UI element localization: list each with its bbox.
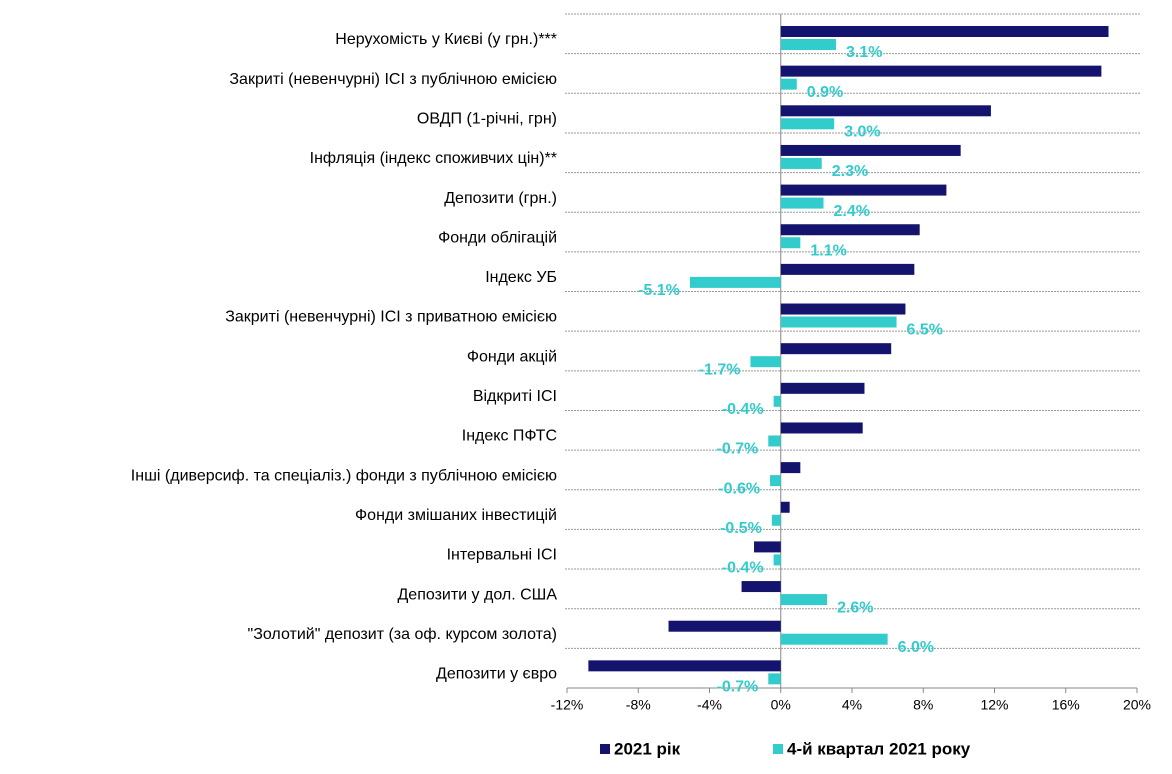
bar (768, 673, 781, 685)
category-label: Індекс ПФТС (462, 428, 557, 445)
category-label: Закриті (невенчурні) ІСІ з публічною емі… (229, 71, 557, 88)
bar (780, 39, 836, 50)
value-label: -0.7% (716, 679, 758, 696)
category-label: Депозити у дол. США (397, 586, 557, 603)
bar (780, 422, 863, 434)
bar (754, 541, 781, 553)
bar (780, 65, 1102, 77)
category-label: Інші (диверсиф. та спеціаліз.) фонди з п… (131, 467, 557, 484)
bar (741, 581, 781, 593)
x-tick-label: -12% (551, 697, 584, 713)
category-label: Інтервальні ІСІ (447, 547, 557, 564)
bar (773, 554, 781, 566)
legend-label: 4-й квартал 2021 року (787, 739, 971, 758)
category-label: ОВДП (1-річні, грн) (417, 111, 557, 128)
bar (780, 501, 790, 513)
legend-label: 2021 рік (614, 739, 681, 758)
value-label: -0.7% (716, 441, 758, 458)
bar (780, 633, 888, 645)
bar (780, 184, 947, 196)
bar (668, 620, 781, 632)
bar (780, 157, 822, 169)
value-label: 3.1% (846, 44, 882, 61)
value-label: -0.6% (718, 480, 760, 497)
legend-swatch (600, 744, 610, 754)
bar (780, 78, 797, 90)
category-label: Відкриті ІСІ (473, 388, 557, 405)
value-label: -0.4% (722, 560, 764, 577)
value-label: -0.4% (722, 401, 764, 418)
bar (780, 303, 906, 315)
value-label: 2.6% (837, 599, 873, 616)
category-label: Фонди акцій (467, 348, 557, 365)
bar (750, 356, 781, 368)
category-label: Індекс УБ (485, 269, 557, 286)
category-label: Інфляція (індекс споживчих цін)** (310, 150, 557, 167)
category-label: "Золотий" депозит (за оф. курсом золота) (248, 626, 557, 643)
x-tick-label: 16% (1052, 697, 1080, 713)
category-label: Фонди облігацій (438, 229, 557, 246)
x-tick-label: 20% (1123, 697, 1151, 713)
bar (689, 276, 781, 288)
value-label: -5.1% (638, 282, 680, 299)
value-label: 3.0% (844, 124, 880, 141)
x-tick-label: 4% (842, 697, 862, 713)
bar (768, 435, 781, 447)
bar (780, 105, 991, 117)
x-tick-label: 0% (771, 697, 791, 713)
bar (780, 224, 920, 236)
bar (780, 382, 865, 394)
bar (771, 514, 781, 526)
value-label: 6.5% (907, 322, 943, 339)
value-label: 6.0% (898, 639, 934, 656)
value-label: -0.5% (720, 520, 762, 537)
bar (780, 263, 915, 275)
category-label: Нерухомість у Києві (у грн.)*** (335, 31, 557, 48)
bar (770, 475, 781, 487)
legend-swatch (773, 744, 783, 754)
value-label: 1.1% (810, 242, 846, 259)
bar (780, 594, 828, 606)
category-label: Закриті (невенчурні) ІСІ з приватною емі… (225, 309, 557, 326)
bar (780, 118, 835, 130)
value-label: 2.4% (834, 203, 870, 220)
bar (773, 395, 781, 407)
bar (780, 343, 892, 355)
category-label: Фонди змішаних інвестицій (355, 507, 557, 524)
bar (780, 26, 1109, 37)
x-tick-label: 12% (980, 697, 1008, 713)
bar (780, 144, 961, 156)
category-label: Депозити (грн.) (444, 190, 557, 207)
bar (780, 237, 801, 249)
x-tick-label: -4% (697, 697, 722, 713)
x-tick-label: 8% (913, 697, 933, 713)
bar (588, 660, 781, 672)
bar (780, 197, 824, 209)
bar (780, 316, 897, 328)
value-label: 0.9% (807, 84, 843, 101)
category-label: Депозити у євро (436, 666, 557, 683)
x-tick-label: -8% (626, 697, 651, 713)
value-label: -1.7% (699, 361, 741, 378)
bar (780, 462, 801, 474)
value-label: 2.3% (832, 163, 868, 180)
